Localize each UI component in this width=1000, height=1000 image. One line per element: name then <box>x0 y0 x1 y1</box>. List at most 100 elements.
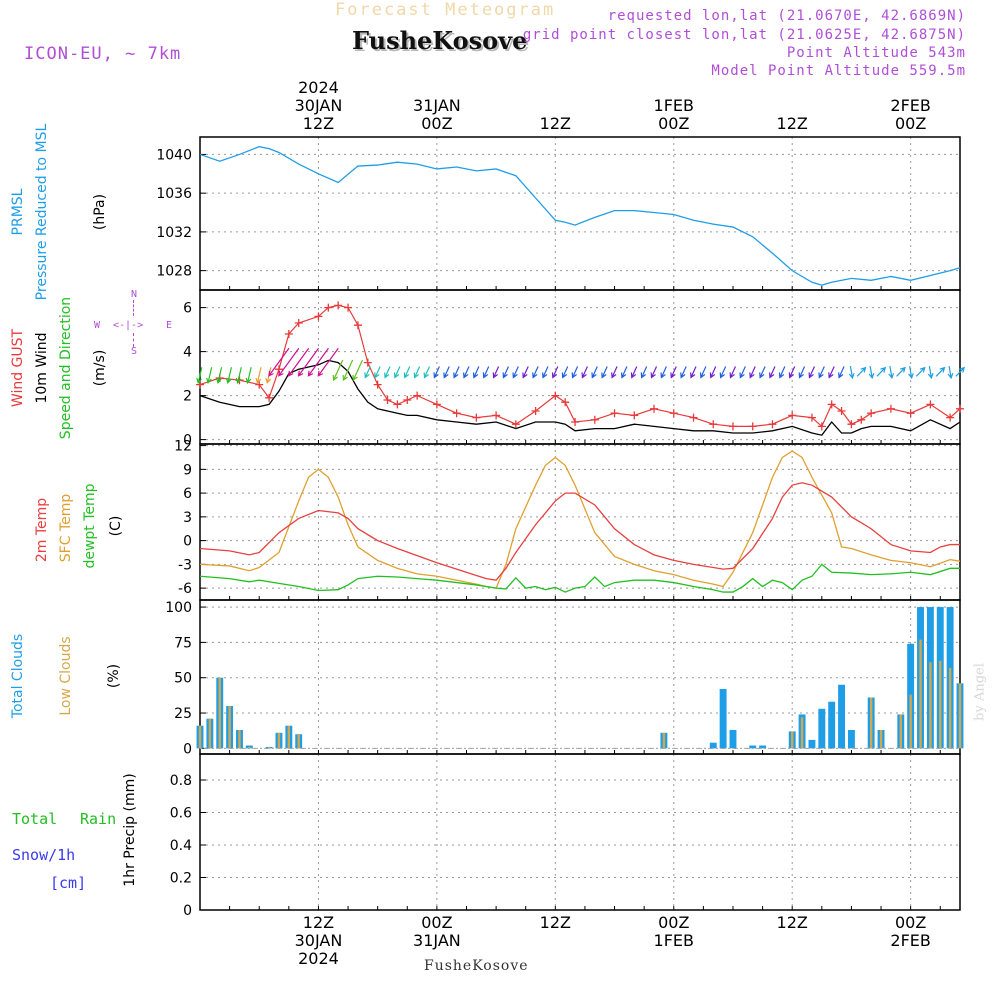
time-label-top: 1FEB <box>654 96 694 115</box>
y-tick-label: 12 <box>174 439 192 455</box>
gust-marker <box>255 380 264 389</box>
time-label-bottom: 2FEB <box>890 931 930 950</box>
wind-direction-arrow <box>818 366 825 379</box>
time-label-top: 12Z <box>777 114 808 133</box>
gust-marker <box>551 391 560 400</box>
compass-vert-top <box>133 300 135 316</box>
low-cloud-bar <box>277 732 281 749</box>
time-label-bottom: 31JAN <box>413 931 461 950</box>
gust-marker <box>926 400 935 409</box>
gust-marker <box>353 321 362 330</box>
total-cloud-bar <box>808 739 816 749</box>
wind-direction-arrow <box>915 366 926 377</box>
low-cloud-bar <box>919 639 922 749</box>
gust-marker <box>196 380 204 389</box>
gust-marker <box>590 415 599 424</box>
wind-direction-arrow <box>788 366 796 379</box>
compass-s: S <box>131 346 138 357</box>
wind-direction-arrow <box>808 366 815 379</box>
low-cloud-bar <box>287 725 291 749</box>
wind-direction-arrow <box>749 366 756 379</box>
low-cloud-bar <box>208 718 212 749</box>
wind-direction-arrow <box>709 366 717 379</box>
wind-direction-arrow <box>463 366 470 379</box>
wind-direction-arrow <box>601 366 608 379</box>
wind-direction-arrow <box>512 366 519 379</box>
time-label-top: 00Z <box>895 114 926 133</box>
wind-direction-arrow <box>472 366 480 379</box>
compass-n: N <box>131 289 138 300</box>
gust-marker <box>492 411 501 420</box>
low-cloud-bar <box>791 731 794 749</box>
rain-label-rain: Rain <box>80 810 117 828</box>
gust-marker <box>571 418 580 426</box>
model-label: ICON-EU, ~ 7km <box>24 44 182 64</box>
wind-direction-arrow <box>423 366 431 379</box>
low-cloud-bar <box>267 746 271 749</box>
gust-marker <box>748 422 757 431</box>
y-tick-label: 0.2 <box>170 871 192 887</box>
time-label-bottom: 12Z <box>777 913 808 932</box>
gust-marker <box>610 409 619 418</box>
gust-marker <box>363 358 372 367</box>
wind-direction-arrow <box>927 365 934 380</box>
wind-direction-arrow <box>196 367 203 385</box>
wind-direction-arrow <box>225 367 233 385</box>
low-cloud-bar <box>899 714 902 749</box>
gust-marker <box>511 420 520 429</box>
compass-w: W <box>94 320 101 331</box>
wind-direction-arrow <box>660 366 667 379</box>
gust-marker <box>807 413 816 422</box>
gust-marker <box>867 409 876 418</box>
wind-direction-arrow <box>384 366 391 379</box>
time-label-top: 12Z <box>303 114 334 133</box>
time-label-top: 2FEB <box>890 96 930 115</box>
time-label-bottom: 00Z <box>421 913 452 932</box>
wind-direction-arrow <box>216 367 223 385</box>
y-tick-label: 4 <box>183 345 192 361</box>
rain-label-total: Total <box>12 810 58 828</box>
snow-label: Snow/1h <box>12 846 76 864</box>
y-tick-label: 6 <box>183 486 192 502</box>
time-label-bottom: 2024 <box>298 949 339 968</box>
total-cloud-bar <box>838 684 846 749</box>
wind-direction-arrow <box>581 366 588 379</box>
wind-direction-arrow <box>769 366 776 379</box>
compass-e: E <box>166 320 173 331</box>
total-cloud-bar <box>709 742 717 749</box>
location-title: FusheKosove <box>352 26 528 55</box>
gust-marker <box>432 400 441 409</box>
wind-direction-arrow <box>374 366 381 379</box>
gust-marker <box>906 409 915 418</box>
wind-direction-arrow <box>245 367 252 385</box>
gust-marker <box>344 303 353 312</box>
low-cloud-bar <box>228 705 231 749</box>
gust-marker <box>265 393 274 402</box>
low-cloud-bar <box>662 732 666 749</box>
wind-direction-arrow <box>848 365 855 380</box>
wind-direction-arrow <box>739 366 746 379</box>
time-label-bottom: 12Z <box>540 913 571 932</box>
requested-coords: requested lon,lat (21.0670E, 42.6869N) <box>607 8 966 24</box>
time-label-top: 00Z <box>658 114 689 133</box>
low-cloud-bar <box>248 746 251 749</box>
gust-marker <box>393 400 402 409</box>
time-label-top: 2024 <box>298 78 339 97</box>
time-label-bottom: 30JAN <box>295 931 343 950</box>
gust-marker <box>373 380 382 389</box>
wind-direction-arrow <box>522 366 529 379</box>
model-altitude: Model Point Altitude 559.5m <box>711 63 966 79</box>
closest-coords: grid point closest lon,lat (21.0625E, 42… <box>522 27 966 43</box>
wind-direction-arrow <box>352 359 364 382</box>
y-tick-label: 0.4 <box>170 838 192 854</box>
panel-frame <box>199 599 961 755</box>
wind-direction-arrow <box>492 366 500 379</box>
low-cloud-bar <box>297 734 300 749</box>
pressure-line <box>199 146 961 286</box>
wind-direction-arrow <box>620 366 628 379</box>
time-label-top: 12Z <box>540 114 571 133</box>
wind-direction-arrow <box>551 366 559 379</box>
wind-direction-arrow <box>542 366 549 379</box>
wind-direction-arrow <box>287 347 310 377</box>
wind-direction-arrow <box>719 366 727 379</box>
